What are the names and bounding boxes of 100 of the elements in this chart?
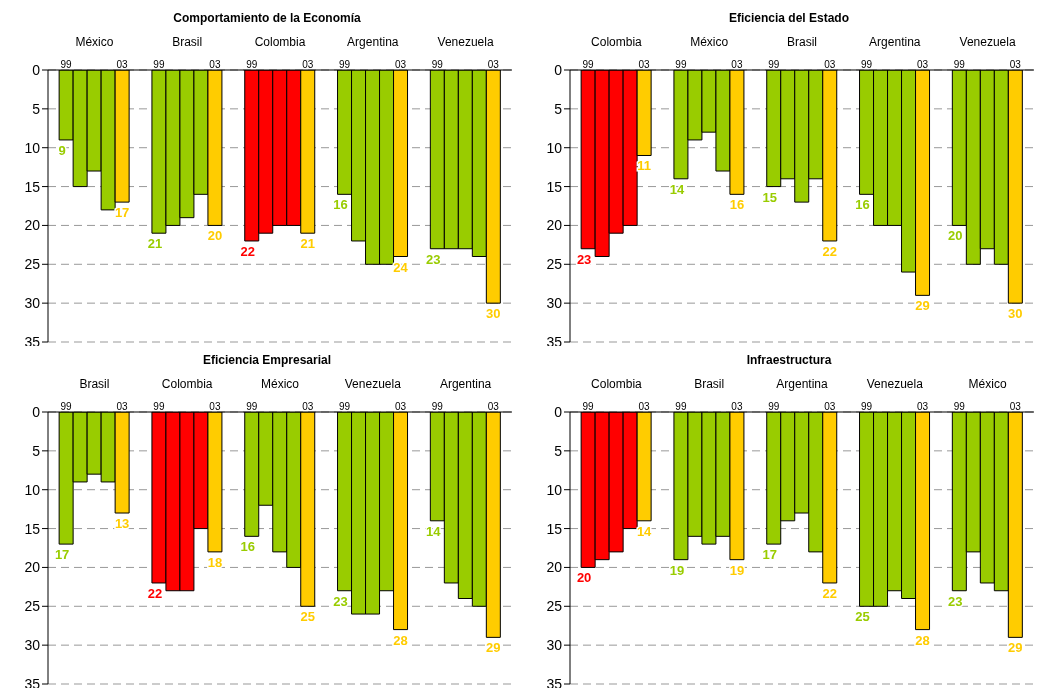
data-label: 21: [300, 236, 315, 252]
data-label: 24: [393, 259, 409, 275]
data-label: 16: [240, 539, 255, 555]
data-label: 23: [426, 251, 441, 267]
text: 03: [394, 401, 407, 412]
series-label: 03: [116, 59, 129, 70]
text: 99: [153, 59, 165, 70]
series-label: 03: [638, 59, 651, 70]
x-tick-label: Brasil: [172, 35, 203, 49]
series-label: 99: [582, 59, 595, 70]
y-tick-label: 25: [546, 598, 563, 615]
x-tick-label: Venezuela: [344, 377, 402, 391]
x-tick-label: Brasil: [786, 35, 818, 49]
data-label: 22: [147, 585, 163, 601]
x-tick-label: Brasil: [79, 377, 110, 391]
chart-title: Comportamiento de la Economía: [172, 10, 362, 27]
text: 03: [487, 59, 499, 70]
y-tick-label: 10: [24, 481, 41, 498]
data-label: 23: [576, 251, 592, 267]
text: 99: [246, 59, 258, 70]
text: 99: [338, 401, 351, 412]
data-label: 22: [822, 585, 837, 601]
data-label: 15: [762, 189, 777, 205]
y-tick-label: 0: [554, 403, 563, 420]
chart-title: Eficiencia del Estado: [727, 10, 850, 27]
text: 03: [916, 401, 929, 412]
data-label: 25: [300, 609, 315, 625]
data-label: 22: [240, 243, 255, 259]
data-label: 23: [948, 593, 963, 609]
x-tick-label: México: [968, 377, 1007, 391]
y-tick-label: 10: [24, 139, 41, 156]
text: 03: [209, 401, 221, 412]
y-tick-label: 20: [546, 559, 563, 576]
x-tick-label: Argentina: [869, 35, 921, 49]
text: 03: [302, 59, 314, 70]
data-label: 19: [729, 562, 745, 578]
y-tick-label: 20: [24, 217, 41, 234]
data-label: 16: [333, 197, 348, 213]
text: 99: [953, 401, 965, 412]
x-tick-label: Venezuela: [437, 35, 494, 49]
data-label: 23: [333, 593, 348, 609]
text: 03: [916, 59, 929, 70]
text: 99: [675, 401, 687, 412]
data-label: 13: [114, 516, 130, 532]
chart-title: Eficiencia Empresarial: [201, 352, 333, 369]
y-tick-label: 15: [546, 178, 563, 195]
data-label: 28: [915, 632, 930, 648]
data-label: 14: [426, 523, 442, 539]
x-tick-label: Venezuela: [959, 35, 1016, 49]
data-label: 14: [669, 181, 685, 197]
x-tick-label: Argentina: [347, 35, 399, 49]
y-tick-label: 0: [32, 61, 41, 78]
data-label: 17: [114, 205, 130, 221]
data-label: 18: [207, 554, 223, 570]
data-label: 9: [58, 142, 66, 158]
data-label: 20: [207, 228, 223, 244]
text: 03: [394, 59, 407, 70]
x-tick-label: Argentina: [776, 377, 829, 391]
y-tick-label: 15: [546, 520, 563, 537]
text: 03: [302, 401, 314, 412]
y-tick-label: 0: [554, 61, 563, 78]
x-tick-label: Colombia: [161, 377, 213, 391]
x-tick-label: Argentina: [439, 377, 492, 391]
x-tick-label: Colombia: [254, 35, 306, 49]
data-label: 17: [762, 547, 777, 563]
text: 03: [824, 401, 836, 412]
y-tick-label: 0: [32, 403, 41, 420]
text: 99: [860, 59, 873, 70]
y-tick-label: 5: [554, 442, 563, 459]
y-tick-label: 5: [32, 100, 41, 117]
data-label: 11: [637, 158, 652, 174]
data-label: 16: [729, 197, 745, 213]
y-tick-label: 30: [24, 295, 41, 312]
text: 03: [824, 59, 836, 70]
series-label: 03: [638, 401, 651, 412]
data-label: 22: [822, 243, 837, 259]
y-tick-label: 5: [554, 100, 563, 117]
x-tick-label: Venezuela: [866, 377, 924, 391]
text: 99: [431, 401, 443, 412]
data-label: 30: [1008, 306, 1023, 322]
x-tick-label: México: [260, 377, 300, 391]
y-tick-label: 30: [546, 295, 563, 312]
series-label: 99: [60, 59, 73, 70]
data-label: 29: [1008, 640, 1023, 656]
text: 99: [246, 401, 258, 412]
text: 03: [1009, 59, 1021, 70]
text: 99: [675, 59, 687, 70]
data-label: 21: [147, 236, 163, 252]
y-tick-label: 25: [24, 598, 41, 615]
data-label: 20: [948, 228, 963, 244]
data-label: 19: [669, 562, 685, 578]
y-tick-label: 15: [24, 178, 41, 195]
y-tick-label: 5: [32, 442, 41, 459]
text: 03: [731, 401, 743, 412]
x-tick-label: Colombia: [591, 377, 643, 391]
text: 99: [768, 401, 780, 412]
text: 99: [953, 59, 965, 70]
x-tick-label: México: [690, 35, 729, 49]
y-tick-label: 25: [24, 256, 41, 273]
x-tick-label: Colombia: [591, 35, 643, 49]
